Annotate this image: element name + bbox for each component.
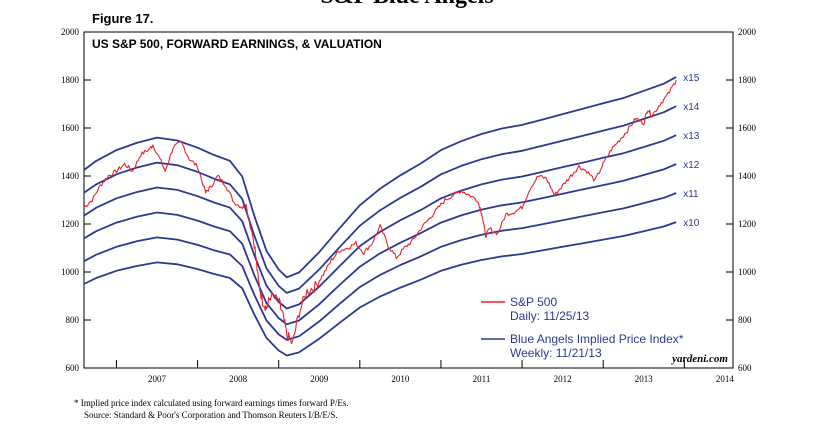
source-note: Source: Standard & Poor's Corporation an…	[84, 410, 338, 420]
y-tick-label-right: 1400	[738, 171, 757, 181]
x-tick-label: 2014	[716, 374, 735, 384]
angels-series-group	[83, 76, 677, 357]
y-tick-label-right: 2000	[738, 27, 757, 37]
y-tick-label-left: 2000	[61, 27, 80, 37]
y-tick-label-left: 1400	[61, 171, 80, 181]
plot-frame	[83, 31, 734, 369]
angels-line-x15	[83, 76, 677, 279]
x-tick-label: 2011	[473, 374, 491, 384]
multiple-labels: x10 x11 x12 x13 x14 x15	[683, 73, 700, 229]
y-axis-right: 600 800 1000 1200 1400 1600 1800 2000	[726, 27, 757, 373]
legend-label-angels: Blue Angels Implied Price Index*	[510, 332, 684, 346]
y-axis-left: 600 800 1000 1200 1400 1600 1800 2000	[61, 27, 91, 373]
y-tick-label-right: 1800	[738, 75, 757, 85]
x-tick-label: 2010	[391, 374, 410, 384]
x-axis: 2007 2008 2009 2010 2011 2012 2013 2014	[115, 360, 735, 384]
y-tick-label-right: 1000	[738, 267, 757, 277]
angels-line-x10	[83, 221, 677, 357]
multiple-label-x10: x10	[683, 218, 700, 229]
y-tick-label-left: 800	[66, 315, 80, 325]
angels-line-x11	[83, 192, 677, 341]
x-tick-label: 2009	[310, 374, 329, 384]
y-tick-label-right: 1200	[738, 219, 757, 229]
x-tick-label: 2012	[554, 374, 572, 384]
multiple-label-x14: x14	[683, 102, 700, 113]
y-tick-label-left: 1000	[61, 267, 80, 277]
multiple-label-x12: x12	[683, 160, 700, 171]
y-tick-label-right: 1600	[738, 123, 757, 133]
figure-label: Figure 17.	[92, 11, 153, 26]
x-tick-label: 2007	[148, 374, 167, 384]
y-tick-label-left: 600	[66, 363, 80, 373]
angels-line-x14	[83, 105, 677, 294]
sp500-line	[83, 79, 677, 345]
x-tick-label: 2013	[635, 374, 654, 384]
angels-line-x12	[83, 163, 677, 326]
y-tick-label-left: 1200	[61, 219, 80, 229]
sp500-series-group	[83, 79, 677, 345]
chart-title: US S&P 500, FORWARD EARNINGS, & VALUATIO…	[92, 37, 382, 51]
y-tick-label-right: 600	[738, 363, 752, 373]
angels-line-x13	[83, 134, 677, 310]
multiple-label-x13: x13	[683, 131, 700, 142]
legend-sublabel-sp500: Daily: 11/25/13	[510, 309, 589, 323]
x-tick-label: 2008	[229, 374, 248, 384]
y-tick-label-left: 1600	[61, 123, 80, 133]
footnote: * Implied price index calculated using f…	[74, 398, 349, 408]
watermark: yardeni.com	[670, 353, 728, 365]
y-tick-label-right: 800	[738, 315, 752, 325]
header-title: S&P Blue Angels	[320, 0, 493, 9]
multiple-label-x11: x11	[683, 189, 699, 200]
legend-label-sp500: S&P 500	[510, 295, 557, 309]
legend: S&P 500 Daily: 11/25/13 Blue Angels Impl…	[481, 295, 684, 360]
legend-sublabel-angels: Weekly: 11/21/13	[510, 346, 602, 360]
y-tick-label-left: 1800	[61, 75, 80, 85]
multiple-label-x15: x15	[683, 73, 700, 84]
